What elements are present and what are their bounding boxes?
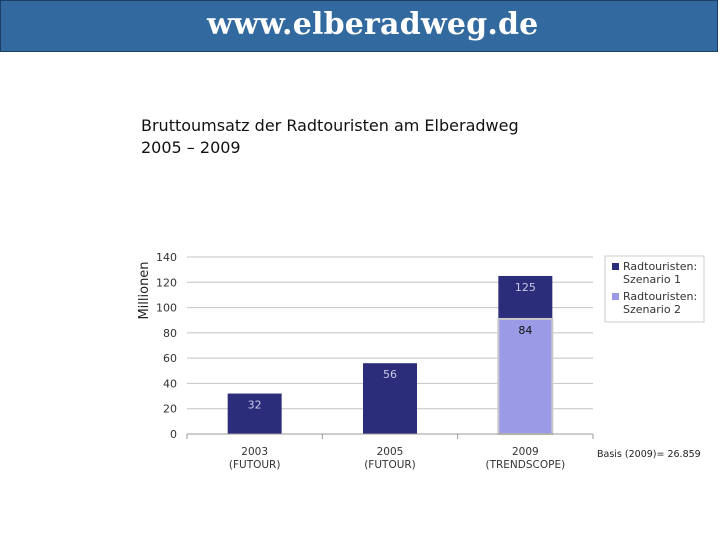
y-tick-label: 0 [170,428,177,441]
y-tick-label: 40 [163,377,177,390]
x-tick-label: (FUTOUR) [229,459,281,471]
legend-label: Szenario 2 [623,303,681,316]
data-label: 56 [383,368,397,381]
y-tick-label: 80 [163,327,177,340]
legend-swatch [612,293,619,300]
x-tick-label: (FUTOUR) [364,459,416,471]
legend-label: Szenario 1 [623,273,681,286]
data-label: 84 [518,324,532,337]
bar [497,317,554,436]
y-tick-label: 120 [156,276,177,289]
bar [363,363,417,434]
y-tick-label: 100 [156,302,177,315]
legend-label: Radtouristen: [623,290,697,303]
y-tick-label: 140 [156,251,177,264]
chart-footnote: Basis (2009)= 26.859 [597,449,701,460]
bar [227,393,282,434]
x-tick-label: 2003 [241,446,268,458]
y-tick-label: 60 [163,352,177,365]
legend-box [604,255,705,323]
site-title: www.elberadweg.de [207,7,539,42]
legend-label: Radtouristen: [623,260,697,273]
data-label: 32 [248,399,262,412]
legend-swatch [612,263,619,270]
data-label: 125 [515,281,536,294]
chart-title: Bruttoumsatz der Radtouristen am Elberad… [141,115,661,159]
chart-title-line-2: 2005 – 2009 [141,138,241,157]
site-banner: www.elberadweg.de [0,0,718,52]
y-tick-label: 20 [163,403,177,416]
y-axis-label: Millionen [137,261,152,319]
x-tick-label: 2009 [512,446,539,458]
x-tick-label: 2005 [377,446,404,458]
chart-title-line-1: Bruttoumsatz der Radtouristen am Elberad… [141,116,519,135]
x-tick-label: (TRENDSCOPE) [485,459,565,471]
